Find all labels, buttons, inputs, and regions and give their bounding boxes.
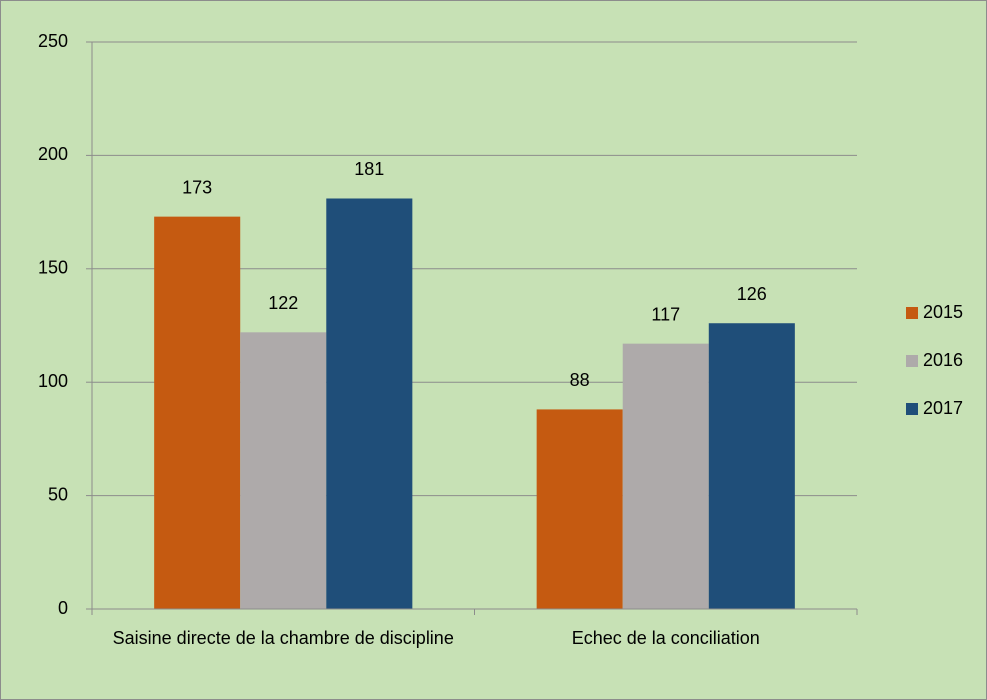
y-tick-label: 100 [38, 371, 68, 391]
legend-label: 2016 [923, 350, 963, 370]
data-label: 122 [268, 293, 298, 313]
legend-swatch [906, 355, 918, 367]
bar [154, 216, 241, 610]
bar [240, 332, 327, 609]
legend-swatch [906, 307, 918, 319]
data-label: 181 [354, 159, 384, 179]
legend-swatch [906, 403, 918, 415]
bar [708, 323, 795, 609]
bar [536, 409, 623, 609]
y-tick-label: 150 [38, 258, 68, 278]
bar [326, 198, 413, 609]
data-label: 88 [570, 370, 590, 390]
legend-label: 2015 [923, 302, 963, 322]
legend-label: 2017 [923, 398, 963, 418]
data-label: 117 [651, 304, 680, 324]
y-tick-label: 0 [58, 598, 68, 618]
y-tick-label: 250 [38, 31, 68, 51]
data-label: 173 [182, 177, 212, 197]
y-tick-label: 50 [48, 484, 68, 504]
data-label: 126 [737, 284, 767, 304]
x-tick-label: Saisine directe de la chambre de discipl… [112, 628, 454, 648]
bar [622, 343, 709, 609]
y-tick-label: 200 [38, 144, 68, 164]
x-tick-label: Echec de la conciliation [571, 628, 760, 648]
